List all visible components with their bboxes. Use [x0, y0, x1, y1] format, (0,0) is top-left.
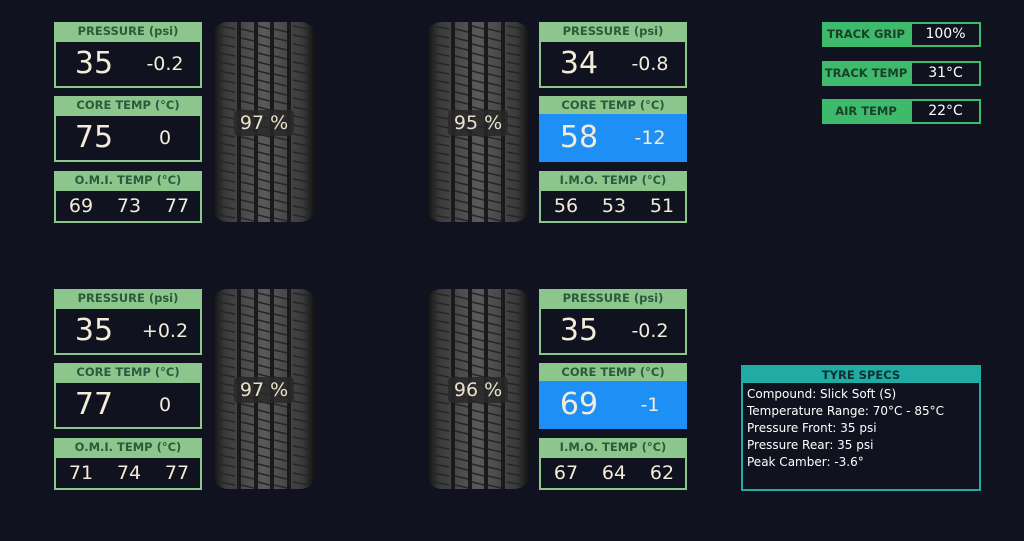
tyre-wear: 96 % — [447, 377, 509, 403]
tyre-specs: TYRE SPECS Compound: Slick Soft (S) Temper… — [741, 365, 981, 491]
surface-temp-value: 53 — [601, 195, 627, 217]
core-temp-box: 77 0 — [54, 381, 202, 429]
condition-label: TRACK GRIP — [822, 22, 910, 47]
specs-title: TYRE SPECS — [743, 367, 979, 383]
condition-label: TRACK TEMP — [822, 60, 910, 86]
core-temp-header: CORE TEMP (°C) — [54, 363, 202, 381]
surface-temp-value: 51 — [649, 195, 675, 217]
surface-temp-value: 77 — [164, 462, 190, 484]
spec-line: Temperature Range: 70°C - 85°C — [747, 404, 944, 418]
surface-temp-value: 73 — [116, 195, 142, 217]
pressure-header: PRESSURE (psi) — [54, 289, 202, 307]
core-temp-header: CORE TEMP (°C) — [54, 96, 202, 114]
surface-temp-header: I.M.O. TEMP (°C) — [539, 171, 687, 189]
core-temp-box: 58 -12 — [539, 114, 687, 162]
pressure-box: 35 +0.2 — [54, 307, 202, 355]
surface-temp-value: 67 — [553, 462, 579, 484]
core-temp-value: 58 — [559, 120, 599, 155]
core-temp-header: CORE TEMP (°C) — [539, 363, 687, 381]
pressure-header: PRESSURE (psi) — [539, 289, 687, 307]
surface-temp-value: 77 — [164, 195, 190, 217]
surface-temp-value: 62 — [649, 462, 675, 484]
pressure-delta: -0.2 — [146, 53, 184, 75]
condition-label: AIR TEMP — [822, 99, 910, 124]
spec-line: Pressure Rear: 35 psi — [747, 438, 874, 452]
condition-value: 31°C — [910, 60, 981, 86]
surface-temp-box: 56 53 51 — [539, 189, 687, 223]
pressure-box: 35 -0.2 — [539, 307, 687, 355]
tyre-wear: 97 % — [233, 110, 295, 136]
pressure-value: 35 — [559, 313, 599, 348]
surface-temp-value: 74 — [116, 462, 142, 484]
surface-temp-value: 71 — [68, 462, 94, 484]
core-temp-delta: 0 — [158, 394, 172, 416]
pressure-delta: +0.2 — [141, 320, 189, 342]
pressure-delta: -0.2 — [631, 320, 669, 342]
core-temp-header: CORE TEMP (°C) — [539, 96, 687, 114]
spec-line: Peak Camber: -3.6° — [747, 455, 864, 469]
surface-temp-header: O.M.I. TEMP (°C) — [54, 438, 202, 456]
surface-temp-box: 67 64 62 — [539, 456, 687, 490]
spec-line: Pressure Front: 35 psi — [747, 421, 877, 435]
surface-temp-header: O.M.I. TEMP (°C) — [54, 171, 202, 189]
surface-temp-value: 64 — [601, 462, 627, 484]
pressure-box: 35 -0.2 — [54, 40, 202, 88]
core-temp-box: 69 -1 — [539, 381, 687, 429]
core-temp-value: 75 — [74, 120, 114, 155]
core-temp-value: 69 — [559, 387, 599, 422]
surface-temp-value: 56 — [553, 195, 579, 217]
core-temp-box: 75 0 — [54, 114, 202, 162]
surface-temp-header: I.M.O. TEMP (°C) — [539, 438, 687, 456]
surface-temp-box: 69 73 77 — [54, 189, 202, 223]
pressure-header: PRESSURE (psi) — [539, 22, 687, 40]
surface-temp-value: 69 — [68, 195, 94, 217]
condition-value: 22°C — [910, 99, 981, 124]
pressure-delta: -0.8 — [631, 53, 669, 75]
pressure-box: 34 -0.8 — [539, 40, 687, 88]
surface-temp-box: 71 74 77 — [54, 456, 202, 490]
tyre-wear: 97 % — [233, 377, 295, 403]
pressure-header: PRESSURE (psi) — [54, 22, 202, 40]
pressure-value: 34 — [559, 46, 599, 81]
core-temp-value: 77 — [74, 387, 114, 422]
spec-line: Compound: Slick Soft (S) — [747, 387, 897, 401]
core-temp-delta: -1 — [640, 394, 660, 416]
core-temp-delta: -12 — [634, 127, 666, 149]
pressure-value: 35 — [74, 313, 114, 348]
pressure-value: 35 — [74, 46, 114, 81]
tyre-wear: 95 % — [447, 110, 509, 136]
condition-value: 100% — [910, 22, 981, 47]
core-temp-delta: 0 — [158, 127, 172, 149]
